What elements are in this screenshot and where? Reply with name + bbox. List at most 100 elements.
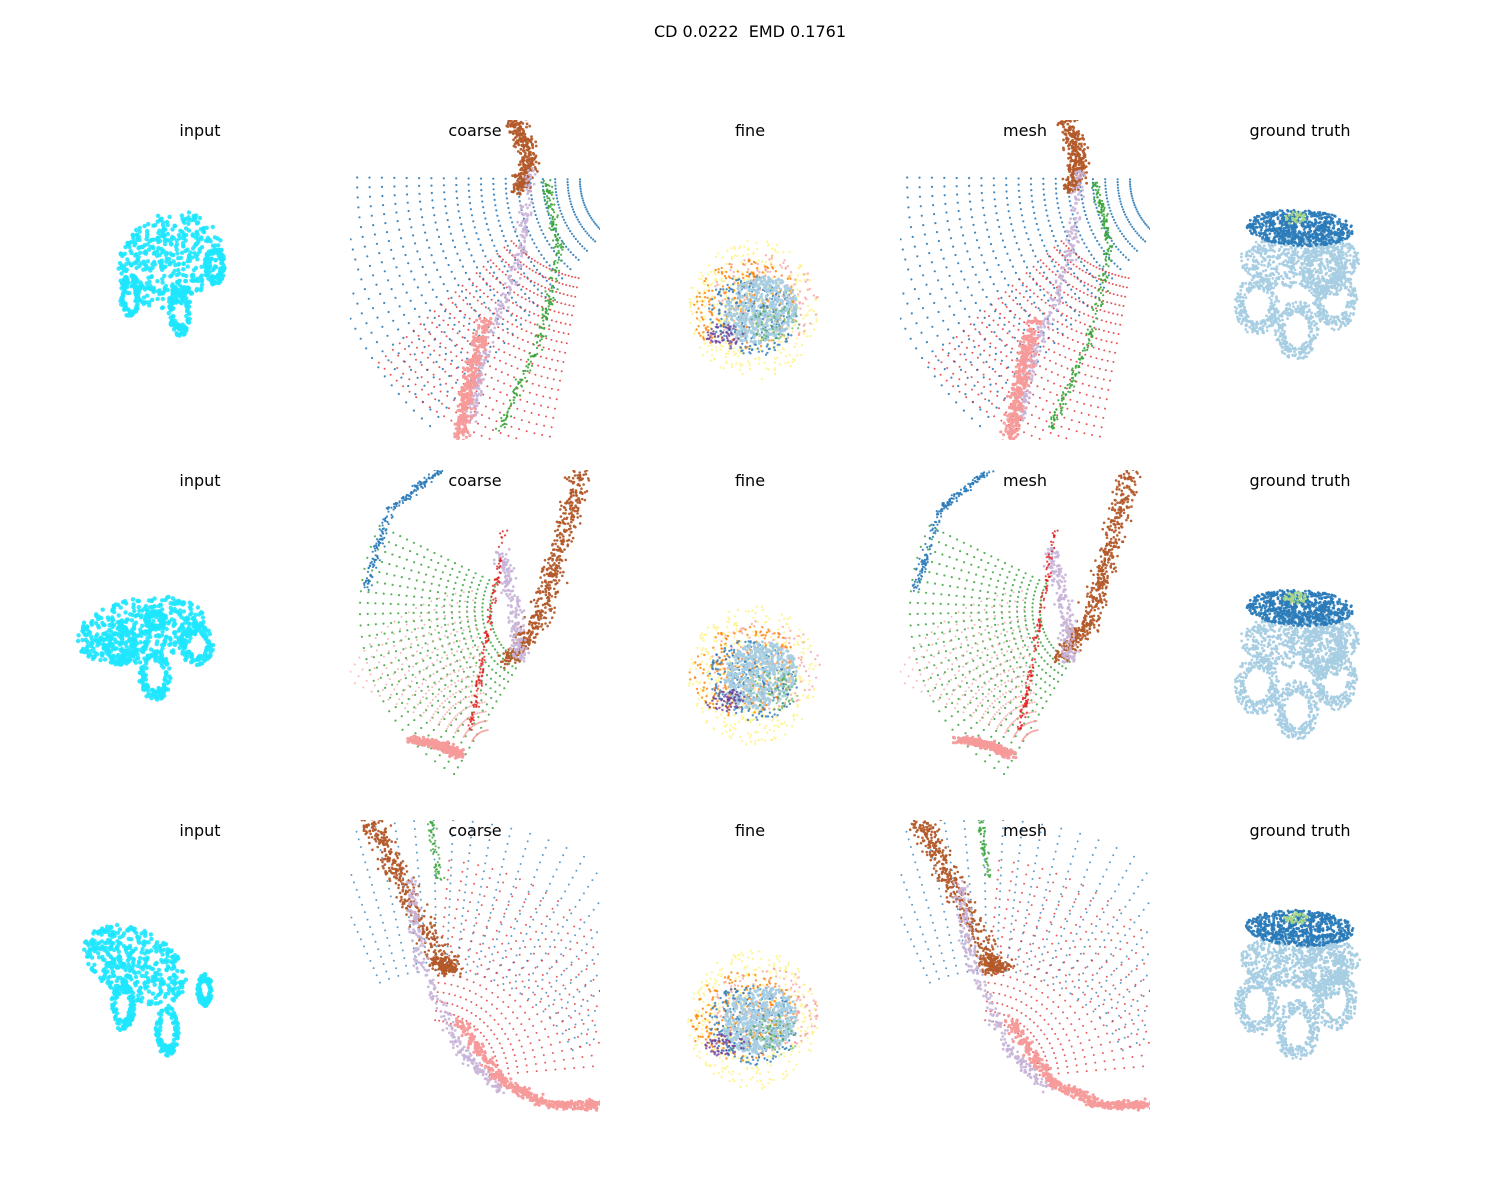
point [398,274,401,277]
point [1051,323,1054,326]
point [444,358,447,361]
point [767,275,770,279]
point [534,335,537,338]
point [1029,183,1033,186]
point [493,312,496,315]
point [757,325,760,328]
point [372,224,375,227]
point [786,320,790,324]
point [506,411,509,414]
point [533,353,536,356]
point [541,313,544,316]
point [144,236,149,242]
point [980,177,983,180]
point [473,328,476,331]
point [541,189,545,192]
point [479,243,482,246]
point [689,301,692,304]
point [407,209,410,213]
point [591,218,594,221]
point [748,326,751,329]
point [482,278,485,281]
point [566,183,569,186]
point [1107,256,1111,259]
point [592,238,595,241]
point [566,186,570,189]
point [503,282,507,285]
point [555,254,558,257]
point [982,206,985,209]
point [816,295,819,299]
fine-green-points [750,306,801,342]
point [512,144,516,148]
point [1120,232,1124,235]
point [790,313,794,317]
point [479,381,483,385]
point [501,423,504,426]
point [552,250,556,253]
point [726,300,730,304]
point [1045,249,1048,253]
point-cloud-plot [688,239,819,381]
point [717,319,721,322]
point [715,349,718,352]
point [555,243,558,246]
point [199,264,204,269]
point [516,394,519,397]
point [1144,222,1147,225]
point [156,245,161,251]
point [466,303,469,305]
point [708,307,711,310]
point [1033,211,1036,214]
point [456,203,459,206]
point [189,291,194,296]
point [549,222,552,225]
point [794,342,798,345]
point [430,254,433,257]
point [1118,194,1121,198]
point [451,328,454,331]
point [420,363,423,366]
point [159,216,164,221]
point [774,270,777,273]
point [994,257,997,260]
point [172,223,177,229]
point [406,201,409,204]
point [453,316,456,319]
panel-fine-row-1: fine [625,120,875,440]
point [716,283,719,287]
point [757,356,760,359]
point [745,331,749,335]
point [430,392,433,395]
point [560,302,563,305]
point [530,200,533,204]
point [996,289,999,293]
point [1087,221,1090,224]
point [547,406,549,409]
point [524,319,527,322]
point [532,182,536,186]
point [479,295,482,299]
point [428,246,431,249]
point [568,304,571,307]
point [567,189,570,192]
point [778,287,782,291]
point [421,401,424,404]
point [516,407,519,410]
point [387,310,390,314]
point [574,295,577,298]
point [725,331,728,334]
point [1062,225,1065,229]
point [1083,264,1086,267]
point [558,281,561,284]
point [518,276,522,280]
point [760,331,764,334]
point [581,225,584,228]
point [171,236,176,241]
point [737,304,740,308]
point [709,298,712,301]
point [1033,301,1036,304]
point [1092,232,1095,235]
point [720,266,723,270]
point [483,211,486,214]
